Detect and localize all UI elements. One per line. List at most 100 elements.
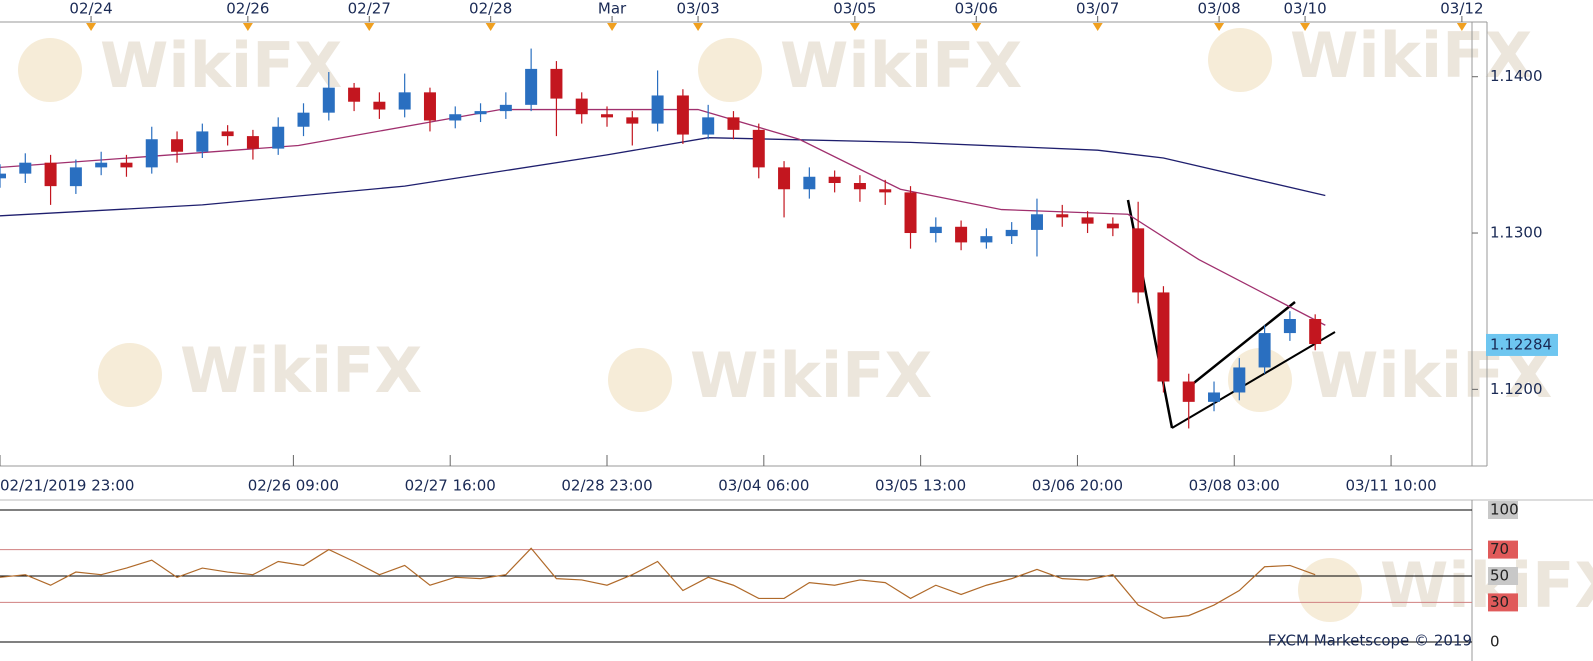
event-marker bbox=[693, 23, 704, 31]
watermark: WikiFX bbox=[100, 29, 342, 102]
event-marker bbox=[1456, 23, 1467, 31]
candle-body bbox=[19, 162, 32, 174]
x-tick-label: 02/27 16:00 bbox=[405, 477, 496, 495]
candle-body bbox=[676, 95, 689, 135]
last-price-label: 1.12284 bbox=[1490, 335, 1552, 353]
candle-body bbox=[1309, 319, 1322, 345]
candle-body bbox=[145, 139, 158, 168]
candle-body bbox=[1106, 223, 1119, 229]
y-tick-label: 50 bbox=[1490, 567, 1509, 585]
candle-body bbox=[246, 136, 259, 149]
candle-body bbox=[904, 192, 917, 234]
event-marker bbox=[1300, 23, 1311, 31]
candle-body bbox=[1056, 214, 1069, 218]
event-marker bbox=[86, 23, 97, 31]
candle-body bbox=[423, 92, 436, 121]
event-marker bbox=[849, 23, 860, 31]
candle-body bbox=[525, 68, 538, 105]
candle-body bbox=[550, 68, 563, 99]
candle-body bbox=[853, 183, 866, 190]
candle-body bbox=[879, 189, 892, 193]
watermark-logo bbox=[608, 348, 672, 412]
event-marker bbox=[242, 23, 253, 31]
candle-body bbox=[1182, 381, 1195, 402]
y-tick-label: 70 bbox=[1490, 540, 1509, 558]
top-x-tick-label: 02/27 bbox=[348, 0, 391, 18]
candle-body bbox=[196, 131, 209, 152]
candle-body bbox=[0, 173, 6, 179]
top-x-tick-label: 03/08 bbox=[1197, 0, 1240, 18]
candle-body bbox=[373, 101, 386, 110]
x-tick-label: 03/04 06:00 bbox=[718, 477, 809, 495]
watermark: WikiFX bbox=[1380, 549, 1593, 622]
candle-body bbox=[120, 162, 133, 168]
candle-body bbox=[1132, 228, 1145, 293]
top-x-tick-label: 03/07 bbox=[1076, 0, 1119, 18]
candle-body bbox=[221, 131, 234, 137]
x-tick-label: 03/08 03:00 bbox=[1189, 477, 1280, 495]
candle-body bbox=[1081, 217, 1094, 224]
top-x-tick-label: 03/12 bbox=[1440, 0, 1483, 18]
watermark: WikiFX bbox=[690, 339, 932, 412]
trend-line bbox=[1184, 301, 1296, 391]
candle-body bbox=[1005, 229, 1018, 237]
watermark-logo bbox=[698, 38, 762, 102]
candle-body bbox=[1258, 333, 1271, 368]
y-tick-label: 1.1300 bbox=[1490, 224, 1543, 242]
event-marker bbox=[1092, 23, 1103, 31]
rsi-line bbox=[0, 547, 1316, 619]
top-x-tick-label: Mar bbox=[598, 0, 627, 18]
candle-body bbox=[626, 117, 639, 124]
candle-body bbox=[929, 226, 942, 234]
candle-body bbox=[297, 112, 310, 127]
candle-body bbox=[752, 129, 765, 168]
watermark: WikiFX bbox=[1290, 19, 1532, 92]
candle-body bbox=[727, 117, 740, 130]
top-x-tick-label: 03/03 bbox=[676, 0, 719, 18]
top-x-tick-label: 02/26 bbox=[226, 0, 269, 18]
y-tick-label: 100 bbox=[1490, 501, 1519, 519]
y-tick-label: 1.1200 bbox=[1490, 380, 1543, 398]
watermark: WikiFX bbox=[780, 29, 1022, 102]
candle-body bbox=[474, 111, 487, 115]
y-tick-label: 0 bbox=[1490, 633, 1500, 651]
x-tick-label: 03/06 20:00 bbox=[1032, 477, 1123, 495]
candle-body bbox=[1283, 319, 1296, 334]
watermark-logo bbox=[98, 343, 162, 407]
candle-body bbox=[322, 87, 335, 113]
candle-body bbox=[272, 126, 285, 149]
last-price-box bbox=[1486, 333, 1558, 356]
top-x-tick-label: 03/10 bbox=[1283, 0, 1326, 18]
y-tick-label-box bbox=[1488, 633, 1518, 651]
y-tick-label-box bbox=[1488, 593, 1518, 612]
candle-body bbox=[651, 95, 664, 124]
y-tick-label-box bbox=[1488, 540, 1518, 559]
top-x-tick-label: 02/24 bbox=[69, 0, 112, 18]
watermark-logo bbox=[1298, 558, 1362, 622]
event-marker bbox=[971, 23, 982, 31]
candle-body bbox=[601, 114, 614, 118]
candle-body bbox=[348, 87, 361, 102]
event-marker bbox=[485, 23, 496, 31]
credit: FXCM Marketscope © 2019 bbox=[1268, 632, 1472, 650]
y-tick-label-box bbox=[1488, 567, 1518, 585]
candle-body bbox=[778, 167, 791, 190]
candle-body bbox=[1233, 367, 1246, 393]
x-tick-label: 02/26 09:00 bbox=[248, 477, 339, 495]
watermark-logo bbox=[1208, 28, 1272, 92]
candle-body bbox=[575, 98, 588, 115]
watermark: WikiFX bbox=[180, 334, 422, 407]
event-marker bbox=[1214, 23, 1225, 31]
candle-body bbox=[702, 117, 715, 135]
y-tick-label-box bbox=[1488, 501, 1518, 519]
y-tick-label: 1.1400 bbox=[1490, 67, 1543, 85]
x-tick-label: 03/05 13:00 bbox=[875, 477, 966, 495]
candle-body bbox=[1030, 214, 1043, 230]
watermark-logo bbox=[1228, 348, 1292, 412]
candle-body bbox=[828, 176, 841, 184]
candle-body bbox=[69, 167, 82, 187]
candle-body bbox=[955, 226, 968, 243]
candle-body bbox=[44, 162, 57, 187]
